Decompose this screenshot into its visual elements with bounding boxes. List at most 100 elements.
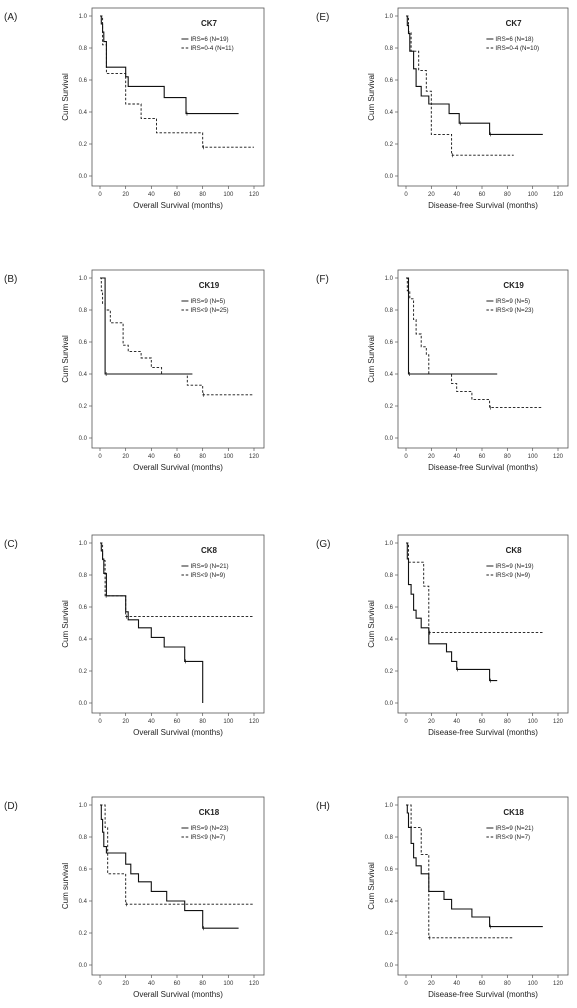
y-tick-label: 0.6 bbox=[385, 605, 394, 611]
y-tick-label: 1.0 bbox=[385, 541, 394, 547]
y-tick-label: 0.6 bbox=[79, 605, 88, 611]
y-axis-label: Cum Survival bbox=[367, 73, 376, 121]
plot-frame bbox=[397, 269, 569, 449]
y-tick-label: 0.4 bbox=[385, 110, 394, 116]
survival-curve bbox=[100, 15, 254, 148]
survival-curve bbox=[406, 15, 514, 156]
x-tick-label: 20 bbox=[122, 192, 129, 198]
y-tick-label: 0.2 bbox=[79, 669, 88, 675]
y-axis-label: Cum Survival bbox=[61, 335, 70, 383]
x-axis-label: Disease-free Survival (months) bbox=[428, 463, 538, 472]
x-tick-label: 100 bbox=[223, 981, 234, 987]
y-tick-label: 0.0 bbox=[385, 963, 394, 969]
survival-curve bbox=[100, 804, 239, 929]
x-tick-label: 80 bbox=[504, 981, 511, 987]
x-tick-label: 120 bbox=[249, 192, 260, 198]
y-tick-label: 0.2 bbox=[385, 404, 394, 410]
y-tick-label: 0.0 bbox=[385, 701, 394, 707]
y-axis-label: Cum Survival bbox=[367, 335, 376, 383]
legend-entry: IRS=9 (N=19) bbox=[495, 563, 533, 570]
y-tick-label: 1.0 bbox=[385, 14, 394, 20]
y-axis-label: Cum Survival bbox=[367, 600, 376, 648]
survival-curve bbox=[100, 277, 193, 375]
survival-curve bbox=[100, 15, 239, 115]
y-tick-label: 0.2 bbox=[79, 404, 88, 410]
x-tick-label: 0 bbox=[98, 192, 102, 198]
y-tick-label: 1.0 bbox=[79, 803, 88, 809]
legend-entry: IRS=6 (N=19) bbox=[190, 36, 228, 43]
survival-curve bbox=[100, 277, 254, 396]
y-tick-label: 0.8 bbox=[79, 573, 88, 579]
plot-frame bbox=[397, 796, 569, 976]
x-tick-label: 100 bbox=[528, 192, 539, 198]
y-tick-label: 0.8 bbox=[385, 46, 394, 52]
x-tick-label: 40 bbox=[148, 981, 155, 987]
plot-frame bbox=[397, 7, 569, 187]
x-tick-label: 60 bbox=[174, 454, 181, 460]
x-tick-label: 20 bbox=[428, 981, 435, 987]
panel-label: (F) bbox=[316, 274, 329, 285]
survival-curve bbox=[100, 542, 204, 703]
x-tick-label: 60 bbox=[479, 719, 486, 725]
legend-entry: IRS=9 (N=5) bbox=[495, 298, 530, 305]
x-tick-label: 80 bbox=[199, 719, 206, 725]
y-tick-label: 0.8 bbox=[385, 308, 394, 314]
y-tick-label: 0.4 bbox=[385, 372, 394, 378]
x-tick-label: 40 bbox=[148, 719, 155, 725]
chart-title: CK18 bbox=[199, 808, 220, 817]
x-tick-label: 40 bbox=[453, 192, 460, 198]
legend-entry: IRS=9 (N=21) bbox=[495, 825, 533, 832]
panel-label: (C) bbox=[4, 539, 18, 550]
x-tick-label: 80 bbox=[199, 981, 206, 987]
chart-title: CK18 bbox=[503, 808, 524, 817]
x-tick-label: 60 bbox=[479, 981, 486, 987]
x-tick-label: 20 bbox=[122, 719, 129, 725]
x-tick-label: 20 bbox=[122, 981, 129, 987]
km-panel: (A) 0.0 0.2 0.4 0.6 0.8 1.0 0 20 40 60 80 100 120 Over… bbox=[4, 7, 265, 210]
x-tick-label: 120 bbox=[553, 192, 564, 198]
plot-frame bbox=[91, 796, 265, 976]
y-tick-label: 0.0 bbox=[79, 701, 88, 707]
legend-entry: IRS<9 (N=9) bbox=[495, 572, 530, 579]
km-panel: (B) 0.0 0.2 0.4 0.6 0.8 1.0 0 20 40 60 80 100 120 Over… bbox=[4, 269, 265, 472]
y-tick-label: 0.8 bbox=[79, 308, 88, 314]
y-tick-label: 0.0 bbox=[79, 963, 88, 969]
km-panel: (C) 0.0 0.2 0.4 0.6 0.8 1.0 0 20 40 60 80 100 120 Over… bbox=[4, 534, 265, 737]
y-tick-label: 0.8 bbox=[79, 46, 88, 52]
km-panel: (F) 0.0 0.2 0.4 0.6 0.8 1.0 0 20 40 60 80 100 120 Dise… bbox=[316, 269, 569, 472]
x-tick-label: 60 bbox=[479, 454, 486, 460]
x-tick-label: 100 bbox=[528, 454, 539, 460]
y-tick-label: 0.6 bbox=[385, 867, 394, 873]
x-tick-label: 60 bbox=[174, 719, 181, 725]
km-panel: (E) 0.0 0.2 0.4 0.6 0.8 1.0 0 20 40 60 80 100 120 Dise… bbox=[316, 7, 569, 210]
panel-label: (A) bbox=[4, 12, 17, 23]
y-tick-label: 0.6 bbox=[79, 340, 88, 346]
y-tick-label: 0.4 bbox=[79, 110, 88, 116]
x-tick-label: 0 bbox=[98, 454, 102, 460]
chart-title: CK8 bbox=[506, 546, 523, 555]
x-tick-label: 40 bbox=[453, 454, 460, 460]
panel-label: (G) bbox=[316, 539, 330, 550]
y-tick-label: 0.6 bbox=[79, 78, 88, 84]
legend-entry: IRS<9 (N=25) bbox=[190, 307, 228, 314]
x-tick-label: 120 bbox=[553, 981, 564, 987]
legend-entry: IRS<9 (N=7) bbox=[495, 834, 530, 841]
y-tick-label: 0.2 bbox=[385, 142, 394, 148]
y-tick-label: 0.6 bbox=[79, 867, 88, 873]
legend-entry: IRS=9 (N=23) bbox=[190, 825, 228, 832]
x-tick-label: 40 bbox=[148, 192, 155, 198]
survival-curve bbox=[100, 542, 254, 618]
x-tick-label: 20 bbox=[428, 719, 435, 725]
x-axis-label: Disease-free Survival (months) bbox=[428, 201, 538, 210]
legend-entry: IRS<9 (N=9) bbox=[190, 572, 225, 579]
y-tick-label: 0.0 bbox=[385, 174, 394, 180]
survival-curve bbox=[100, 804, 254, 905]
chart-title: CK7 bbox=[201, 19, 218, 28]
y-tick-label: 0.4 bbox=[385, 637, 394, 643]
x-tick-label: 40 bbox=[453, 719, 460, 725]
x-tick-label: 120 bbox=[249, 454, 260, 460]
km-panel: (H) 0.0 0.2 0.4 0.6 0.8 1.0 0 20 40 60 80 100 120 Dise… bbox=[316, 796, 569, 999]
y-tick-label: 0.2 bbox=[79, 142, 88, 148]
x-axis-label: Overall Survival (months) bbox=[133, 201, 223, 210]
